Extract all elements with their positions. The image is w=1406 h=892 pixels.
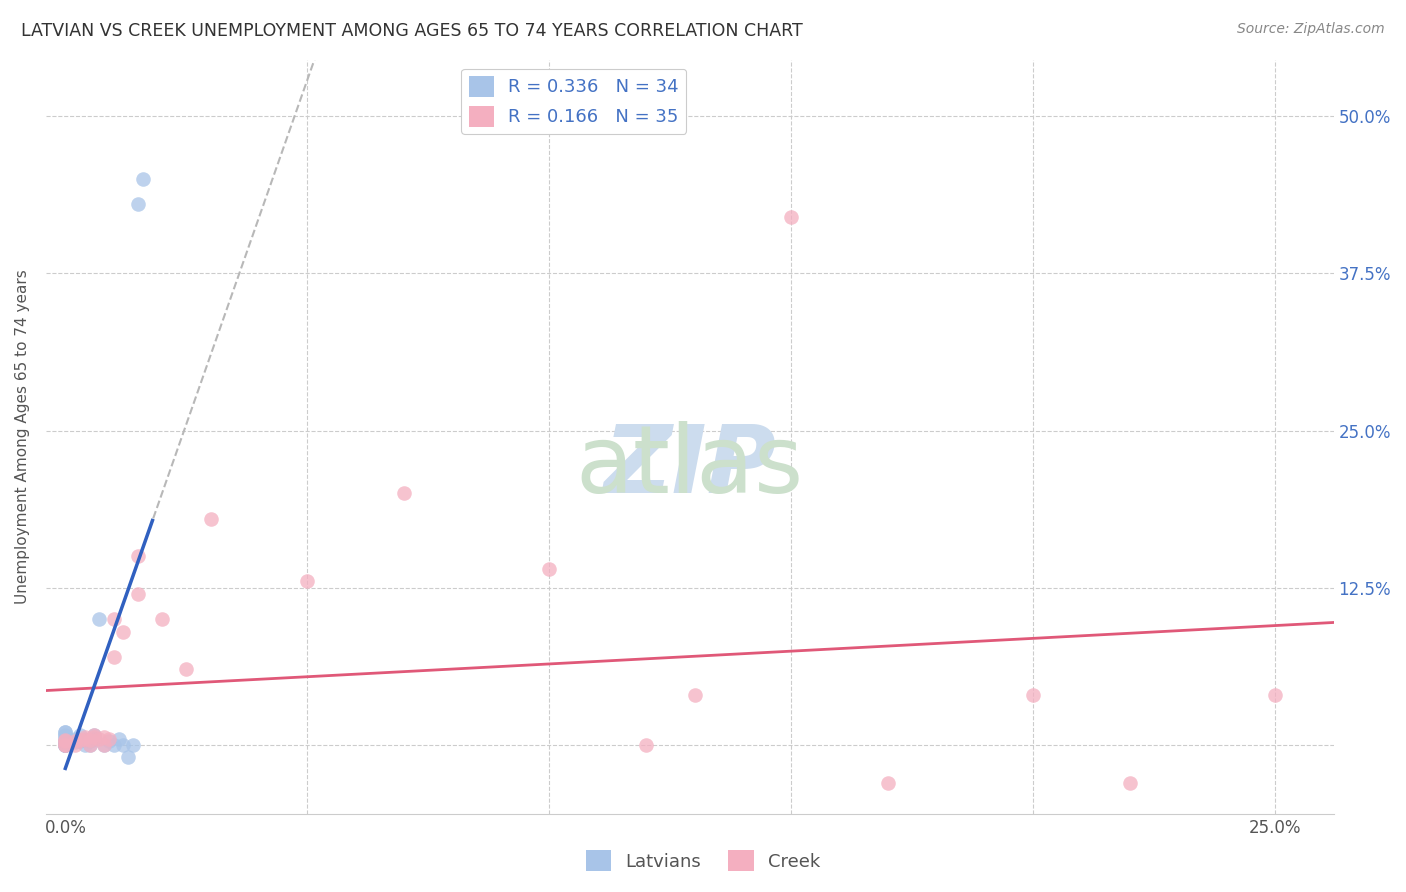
Point xyxy=(63,735,86,749)
Point xyxy=(53,738,76,752)
Point xyxy=(89,612,111,626)
Point xyxy=(79,734,101,748)
Point xyxy=(127,549,149,564)
Point xyxy=(93,731,115,745)
Point xyxy=(53,738,76,752)
Point xyxy=(69,728,91,742)
Point xyxy=(636,738,658,752)
Point xyxy=(73,731,96,745)
Point xyxy=(53,734,76,748)
Point xyxy=(73,731,96,746)
Text: atlas: atlas xyxy=(575,421,804,513)
Point xyxy=(53,738,76,752)
Point xyxy=(1119,775,1142,789)
Point xyxy=(83,731,105,746)
Point xyxy=(103,738,125,752)
Text: ZIP: ZIP xyxy=(603,421,776,513)
Point xyxy=(150,612,173,626)
Point xyxy=(79,738,101,752)
Point xyxy=(69,734,91,748)
Point xyxy=(83,728,105,742)
Point xyxy=(83,728,105,742)
Point xyxy=(63,734,86,748)
Point xyxy=(97,734,120,748)
Point xyxy=(103,649,125,664)
Point xyxy=(53,738,76,752)
Point xyxy=(103,612,125,626)
Point xyxy=(112,624,135,639)
Point xyxy=(93,738,115,752)
Point xyxy=(297,574,319,589)
Text: Source: ZipAtlas.com: Source: ZipAtlas.com xyxy=(1237,22,1385,37)
Point xyxy=(1264,688,1286,702)
Point xyxy=(53,738,76,752)
Point xyxy=(127,587,149,601)
Text: LATVIAN VS CREEK UNEMPLOYMENT AMONG AGES 65 TO 74 YEARS CORRELATION CHART: LATVIAN VS CREEK UNEMPLOYMENT AMONG AGES… xyxy=(21,22,803,40)
Point xyxy=(53,729,76,743)
Point xyxy=(53,725,76,739)
Point xyxy=(132,172,155,186)
Point xyxy=(117,750,139,764)
Point xyxy=(53,734,76,748)
Point xyxy=(53,738,76,752)
Point xyxy=(89,731,111,746)
Point xyxy=(780,210,803,224)
Point xyxy=(392,486,415,500)
Point xyxy=(97,731,120,746)
Point xyxy=(79,738,101,752)
Point xyxy=(63,738,86,752)
Point xyxy=(83,731,105,745)
Point xyxy=(1022,688,1045,702)
Point xyxy=(53,732,76,747)
Point xyxy=(79,732,101,747)
Point xyxy=(69,732,91,747)
Point xyxy=(112,738,135,752)
Point xyxy=(63,731,86,746)
Point xyxy=(53,735,76,749)
Point xyxy=(53,728,76,742)
Point xyxy=(73,738,96,752)
Point xyxy=(538,562,561,576)
Point xyxy=(200,511,222,525)
Point xyxy=(877,775,900,789)
Point xyxy=(73,732,96,747)
Y-axis label: Unemployment Among Ages 65 to 74 years: Unemployment Among Ages 65 to 74 years xyxy=(15,269,30,604)
Legend: R = 0.336   N = 34, R = 0.166   N = 35: R = 0.336 N = 34, R = 0.166 N = 35 xyxy=(461,69,686,134)
Point xyxy=(683,688,706,702)
Point xyxy=(122,738,145,752)
Point xyxy=(53,738,76,752)
Legend: Latvians, Creek: Latvians, Creek xyxy=(578,843,828,879)
Point xyxy=(107,731,129,746)
Point xyxy=(53,731,76,746)
Point xyxy=(53,738,76,752)
Point xyxy=(176,662,198,676)
Point xyxy=(53,725,76,739)
Point xyxy=(127,197,149,211)
Point xyxy=(53,738,76,752)
Point xyxy=(93,738,115,752)
